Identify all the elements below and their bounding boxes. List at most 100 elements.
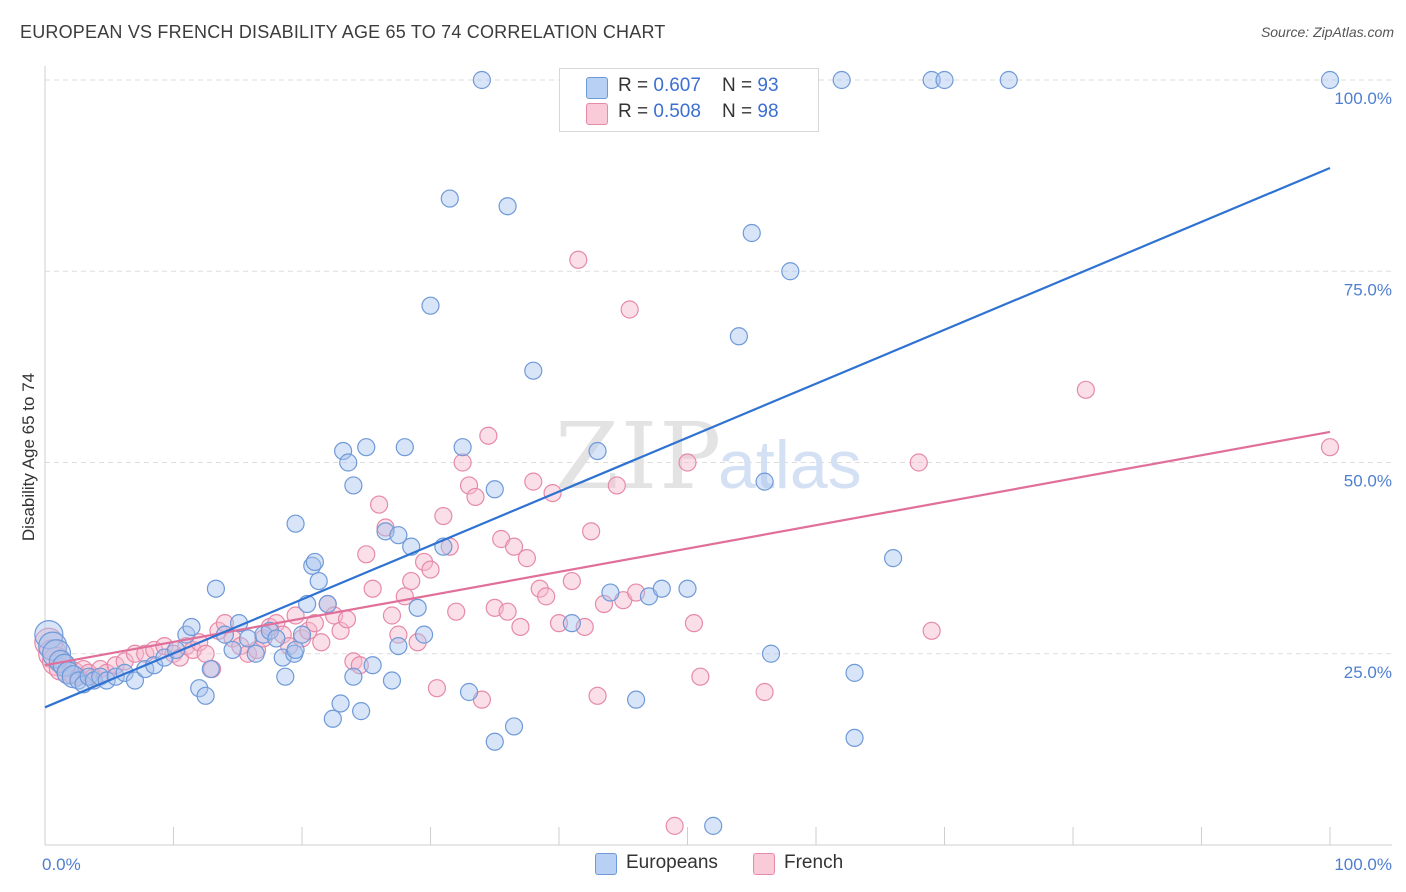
european-point-72 — [524, 361, 543, 380]
european-point-75 — [601, 583, 620, 602]
european-point-29 — [238, 629, 258, 648]
european-point-84 — [755, 472, 774, 491]
european-point-66 — [459, 682, 479, 702]
french-point-74 — [524, 472, 543, 491]
european-point-73 — [562, 614, 581, 633]
tick-labels: 25.0% 50.0% 75.0% 100.0% 0.0% 100.0% — [42, 89, 1392, 874]
french-point-55 — [402, 571, 421, 591]
french-point-67 — [479, 426, 498, 445]
european-point-1 — [38, 631, 68, 661]
european-point-23 — [196, 686, 215, 705]
european-point-25 — [206, 579, 226, 598]
european-point-50 — [344, 667, 363, 686]
european-point-80 — [704, 816, 723, 835]
european-point-44 — [318, 594, 337, 614]
french-n-value: 98 — [757, 101, 779, 122]
european-point-52 — [357, 438, 376, 457]
european-point-53 — [363, 656, 382, 675]
watermark-atlas: atlas — [718, 427, 862, 503]
french-point-80 — [569, 250, 588, 269]
european-point-47 — [334, 441, 353, 461]
european-point-60 — [408, 598, 427, 617]
french-point-89 — [665, 816, 684, 835]
french-point-50 — [370, 495, 389, 514]
europeans-legend-label: Europeans — [626, 852, 718, 873]
european-point-79 — [678, 579, 697, 598]
european-point-56 — [389, 636, 408, 656]
french-point-84 — [594, 594, 614, 614]
european-point-81 — [729, 327, 749, 346]
french-r-value: 0.508 — [653, 101, 701, 122]
french-point-58 — [421, 560, 440, 579]
european-point-93 — [999, 70, 1018, 90]
french-point-48 — [357, 545, 376, 564]
european-point-0 — [34, 620, 64, 650]
french-point-64 — [459, 476, 479, 495]
europeans-n-value: 93 — [757, 75, 779, 96]
french-n-label: N = — [722, 101, 758, 122]
european-point-46 — [331, 694, 350, 713]
european-point-70 — [498, 197, 517, 216]
french-point-71 — [504, 537, 524, 556]
french-point-62 — [447, 602, 466, 621]
french-point-70 — [498, 602, 517, 621]
y-tick-label-2: 75.0% — [1344, 280, 1392, 299]
gridlines — [45, 79, 1392, 655]
european-point-45 — [323, 709, 342, 728]
european-point-65 — [453, 438, 472, 457]
european-point-51 — [352, 702, 371, 721]
source-label: Source: ZipAtlas.com — [1260, 24, 1394, 40]
series-legend: Europeans French — [0, 852, 1406, 878]
europeans-r-label: R = — [618, 75, 654, 96]
european-point-33 — [267, 629, 286, 648]
french-point-24 — [196, 644, 215, 663]
french-point-95 — [922, 621, 941, 640]
european-point-61 — [414, 625, 434, 644]
european-point-15 — [125, 671, 145, 690]
european-point-92 — [935, 70, 954, 90]
french-point-92 — [691, 667, 710, 686]
european-point-74 — [588, 441, 607, 461]
trend-lines — [44, 166, 1331, 709]
french-point-82 — [582, 522, 601, 541]
european-point-90 — [883, 549, 903, 568]
french-point-78 — [549, 614, 569, 633]
french-point-83 — [588, 686, 607, 705]
french-point-87 — [620, 300, 639, 319]
french-point-96 — [1076, 380, 1095, 399]
european-point-62 — [421, 296, 440, 315]
french-legend-swatch — [753, 853, 775, 875]
french-point-60 — [434, 506, 453, 526]
french-point-44 — [331, 621, 350, 640]
european-point-91 — [922, 70, 941, 90]
french-swatch — [586, 103, 608, 125]
x-tick-label-1: 100.0% — [1334, 855, 1392, 874]
french-legend-label: French — [784, 852, 844, 873]
european-point-37 — [286, 640, 305, 660]
french-point-45 — [337, 610, 357, 629]
french-point-72 — [511, 617, 530, 637]
european-point-35 — [276, 667, 295, 686]
europeans-swatch — [586, 77, 608, 99]
french-r-label: R = — [618, 101, 654, 122]
european-point-85 — [761, 644, 781, 663]
french-point-73 — [517, 549, 536, 568]
european-point-86 — [781, 262, 800, 281]
europeans-n-label: N = — [722, 75, 758, 96]
european-point-76 — [626, 690, 646, 709]
french-points — [34, 250, 1340, 835]
european-point-27 — [223, 640, 242, 660]
european-point-88 — [845, 663, 864, 682]
french-point-49 — [363, 579, 382, 598]
european-point-64 — [440, 189, 459, 208]
european-point-58 — [395, 438, 414, 457]
y-tick-label-1: 50.0% — [1344, 472, 1392, 491]
european-point-83 — [742, 223, 761, 243]
european-point-94 — [1320, 70, 1340, 90]
french-point-97 — [1320, 438, 1340, 457]
french-trend-line — [44, 430, 1331, 667]
european-point-39 — [292, 625, 312, 644]
french-point-41 — [312, 633, 331, 652]
european-point-67 — [472, 70, 491, 90]
